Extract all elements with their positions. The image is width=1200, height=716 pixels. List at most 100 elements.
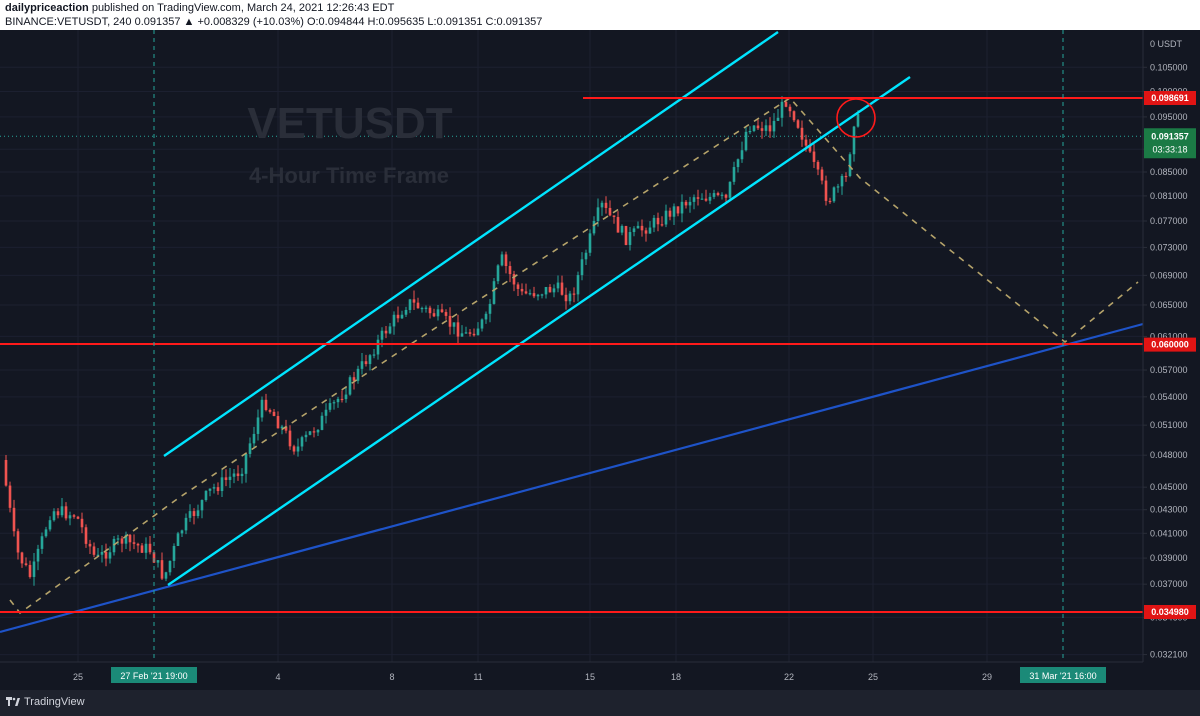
y-tick-label: 0.081000 <box>1150 191 1188 201</box>
candle-body <box>748 130 752 133</box>
watermark-subtitle: 4-Hour Time Frame <box>249 163 449 188</box>
candle-body <box>4 460 8 486</box>
current-price-box <box>1144 128 1196 159</box>
channel-upper-line[interactable] <box>163 31 779 457</box>
candle-body <box>576 275 580 295</box>
y-tick-label: 0.045000 <box>1150 482 1188 492</box>
candle-body <box>724 194 728 198</box>
candle-body <box>500 254 504 266</box>
long-trendline[interactable] <box>0 322 1144 634</box>
level-price-label: 0.034980 <box>1151 607 1189 617</box>
candle-body <box>364 361 368 365</box>
time-marker-box <box>111 667 197 683</box>
candle-body <box>320 415 324 430</box>
candle-body <box>592 220 596 234</box>
candle-body <box>620 225 624 233</box>
author-name[interactable]: dailypriceaction <box>5 2 89 14</box>
candle-body <box>376 339 380 355</box>
candle-body <box>752 125 756 131</box>
symbol-ohlc-line: BINANCE:VETUSDT, 240 0.091357 ▲ +0.00832… <box>5 16 543 28</box>
countdown-label: 03:33:18 <box>1152 144 1187 154</box>
candle-body <box>184 517 188 531</box>
candle-body <box>732 167 736 182</box>
candle-body <box>796 120 800 128</box>
y-tick-label: 0.041000 <box>1150 528 1188 538</box>
candle-body <box>452 322 456 327</box>
candle-body <box>172 545 176 561</box>
candle-body <box>416 302 420 309</box>
x-tick-label: 4 <box>275 672 280 682</box>
candle-body <box>584 252 588 260</box>
candle-body <box>404 309 408 315</box>
candle-body <box>60 506 64 516</box>
projected-path-line[interactable] <box>9 96 1139 615</box>
tradingview-logo-icon <box>6 697 20 706</box>
y-tick-label: 0.039000 <box>1150 553 1188 563</box>
candle-body <box>756 125 760 129</box>
candle-body <box>288 430 292 447</box>
candle-body <box>480 319 484 329</box>
time-scale[interactable]: 25 4 8 11 15 18 22 25 29 27 Feb '21 19:00 31 Mar … <box>0 661 1200 690</box>
candle-body <box>472 333 476 336</box>
candle-body <box>328 403 332 410</box>
brand-text[interactable]: TradingView <box>24 696 85 708</box>
candle-body <box>176 533 180 546</box>
candle-body <box>296 446 300 452</box>
candle-body <box>704 198 708 201</box>
candle-body <box>564 294 568 302</box>
candle-body <box>460 333 464 337</box>
candle-body <box>780 101 784 118</box>
candle-body <box>284 426 288 431</box>
candle-body <box>664 210 668 225</box>
candle-body <box>668 210 672 217</box>
candle-body <box>436 309 440 317</box>
candle-body <box>656 217 660 225</box>
x-tick-label: 22 <box>784 672 794 682</box>
candle-body <box>56 511 60 516</box>
candle-body <box>300 437 304 447</box>
candle-body <box>352 377 356 381</box>
candle-body <box>492 281 496 304</box>
candle-body <box>124 534 128 544</box>
candle-body <box>248 443 252 454</box>
candle-body <box>580 259 584 276</box>
price-chart[interactable]: VETUSDT 4-Hour Time Frame 0 USDT 0.10500… <box>0 30 1200 690</box>
publish-header: dailypriceaction published on TradingVie… <box>0 0 1200 30</box>
price-scale[interactable]: 0 USDT 0.1050000.1000000.0950000.0890000… <box>1142 30 1200 662</box>
candle-body <box>552 288 556 293</box>
candle-body <box>244 453 248 474</box>
candle-body <box>808 145 812 152</box>
candle-body <box>572 293 576 295</box>
candle-body <box>92 546 96 555</box>
candle-body <box>196 510 200 517</box>
currency-label: 0 USDT <box>1150 39 1183 49</box>
candle-body <box>228 476 232 480</box>
candle-body <box>832 187 836 202</box>
candle-body <box>716 193 720 196</box>
candle-body <box>804 139 808 146</box>
candle-body <box>448 315 452 327</box>
candle-body <box>800 127 804 140</box>
candle-body <box>108 552 112 559</box>
candle-body <box>708 196 712 201</box>
candle-body <box>96 554 100 556</box>
candle-body <box>380 330 384 340</box>
y-tick-label: 0.043000 <box>1150 505 1188 515</box>
candle-body <box>144 543 148 553</box>
candle-body <box>84 527 88 544</box>
candle-body <box>772 120 776 132</box>
candle-body <box>292 446 296 452</box>
candle-body <box>232 473 236 477</box>
candle-body <box>104 551 108 559</box>
channel-lower-line[interactable] <box>167 76 911 586</box>
candle-body <box>672 206 676 217</box>
candle-body <box>52 511 56 521</box>
y-tick-label: 0.073000 <box>1150 242 1188 252</box>
breakdown-circle[interactable] <box>836 98 876 138</box>
candle-body <box>824 180 828 201</box>
candle-body <box>840 175 844 187</box>
candle-body <box>700 198 704 200</box>
candle-body <box>548 286 552 293</box>
candle-body <box>308 431 312 435</box>
candle-body <box>544 286 548 295</box>
